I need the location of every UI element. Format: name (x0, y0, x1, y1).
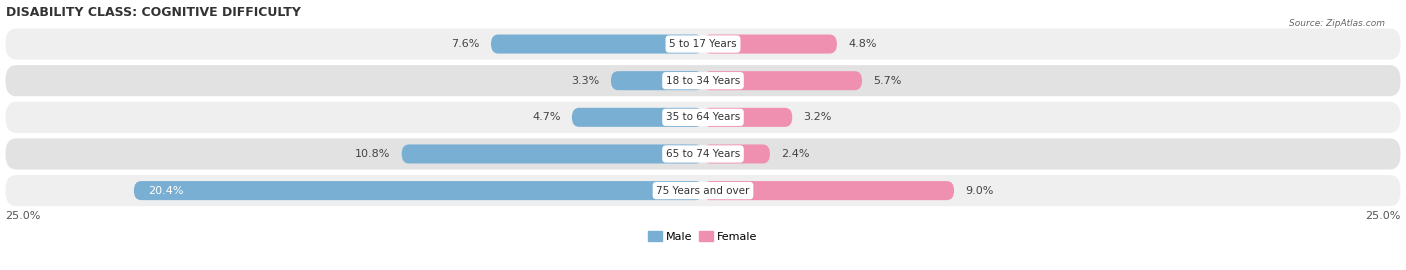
Text: 65 to 74 Years: 65 to 74 Years (666, 149, 740, 159)
FancyBboxPatch shape (6, 139, 1400, 170)
Text: 75 Years and over: 75 Years and over (657, 185, 749, 195)
Text: 2.4%: 2.4% (782, 149, 810, 159)
FancyBboxPatch shape (6, 175, 1400, 206)
FancyBboxPatch shape (6, 65, 1400, 96)
Text: 9.0%: 9.0% (966, 185, 994, 195)
Text: DISABILITY CLASS: COGNITIVE DIFFICULTY: DISABILITY CLASS: COGNITIVE DIFFICULTY (6, 6, 301, 19)
Text: 4.7%: 4.7% (533, 112, 561, 122)
Text: 4.8%: 4.8% (848, 39, 876, 49)
Text: 7.6%: 7.6% (451, 39, 479, 49)
FancyBboxPatch shape (703, 181, 955, 200)
Text: 3.2%: 3.2% (803, 112, 832, 122)
FancyBboxPatch shape (703, 71, 862, 90)
FancyBboxPatch shape (703, 35, 837, 53)
Text: 5 to 17 Years: 5 to 17 Years (669, 39, 737, 49)
Text: 35 to 64 Years: 35 to 64 Years (666, 112, 740, 122)
FancyBboxPatch shape (572, 108, 703, 127)
Text: Source: ZipAtlas.com: Source: ZipAtlas.com (1289, 19, 1385, 28)
Text: 20.4%: 20.4% (148, 185, 183, 195)
FancyBboxPatch shape (612, 71, 703, 90)
FancyBboxPatch shape (6, 28, 1400, 60)
FancyBboxPatch shape (491, 35, 703, 53)
Text: 3.3%: 3.3% (571, 76, 600, 86)
Text: 10.8%: 10.8% (356, 149, 391, 159)
FancyBboxPatch shape (134, 181, 703, 200)
Text: 18 to 34 Years: 18 to 34 Years (666, 76, 740, 86)
FancyBboxPatch shape (703, 144, 770, 164)
Legend: Male, Female: Male, Female (644, 227, 762, 246)
FancyBboxPatch shape (402, 144, 703, 164)
Text: 25.0%: 25.0% (6, 211, 41, 221)
FancyBboxPatch shape (703, 108, 792, 127)
Text: 25.0%: 25.0% (1365, 211, 1400, 221)
FancyBboxPatch shape (6, 102, 1400, 133)
Text: 5.7%: 5.7% (873, 76, 901, 86)
